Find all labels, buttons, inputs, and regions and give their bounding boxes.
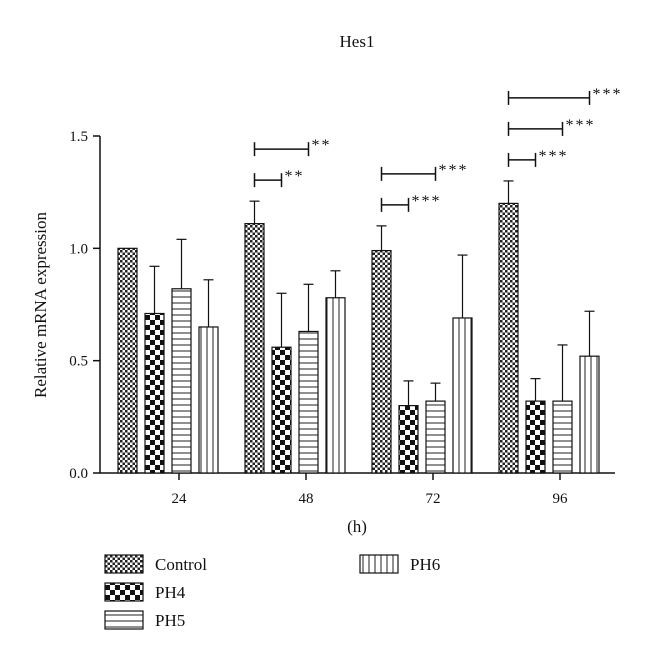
significance-label: *** (566, 117, 596, 134)
legend: Control PH4 PH5 PH6 (104, 554, 440, 630)
significance-label: *** (539, 148, 569, 165)
y-tick-label: 1.0 (69, 241, 88, 257)
bar-ph5-24 (171, 288, 192, 474)
bar-control-48 (244, 223, 265, 474)
legend-swatch-ph6 (359, 554, 399, 574)
x-tick-label: 48 (299, 491, 314, 507)
significance-label: *** (593, 86, 623, 103)
legend-label-control: Control (155, 555, 207, 574)
bar-ph6-96 (579, 355, 600, 474)
chart-title: Hes1 (340, 32, 375, 51)
bar-control-72 (371, 249, 392, 474)
significance-label: ** (312, 137, 332, 154)
bar-ph4-48 (271, 346, 292, 474)
x-tick-label: 96 (553, 491, 569, 507)
bar-ph6-48 (325, 297, 346, 474)
x-axis-label: (h) (347, 517, 367, 536)
y-tick-label: 1.5 (69, 129, 88, 145)
y-axis-label: Relative mRNA expression (31, 211, 50, 398)
significance-label: *** (439, 162, 469, 179)
y-tick-label: 0.0 (69, 466, 88, 482)
bar-ph5-48 (298, 330, 319, 474)
x-tick-label: 72 (426, 491, 441, 507)
legend-label-ph6: PH6 (410, 555, 440, 574)
significance-label: *** (412, 193, 442, 210)
legend-label-ph5: PH5 (155, 611, 185, 630)
bar-ph6-24 (198, 326, 219, 474)
bar-ph5-96 (552, 400, 573, 474)
bar-ph4-24 (144, 312, 165, 474)
bar-control-24 (117, 247, 138, 474)
legend-swatch-control (104, 554, 144, 574)
legend-swatch-ph4 (104, 582, 144, 602)
bar-ph5-72 (425, 400, 446, 474)
bar-control-96 (498, 202, 519, 474)
bars-group (117, 180, 600, 474)
legend-label-ph4: PH4 (155, 583, 186, 602)
significance-group: ******************* (253, 86, 623, 212)
legend-swatch-ph5 (104, 610, 144, 630)
bar-ph4-72 (398, 405, 419, 474)
bar-ph4-96 (525, 400, 546, 474)
y-tick-label: 0.5 (69, 354, 88, 370)
x-tick-label: 24 (172, 491, 188, 507)
significance-label: ** (285, 168, 305, 185)
bar-ph6-72 (452, 317, 473, 474)
